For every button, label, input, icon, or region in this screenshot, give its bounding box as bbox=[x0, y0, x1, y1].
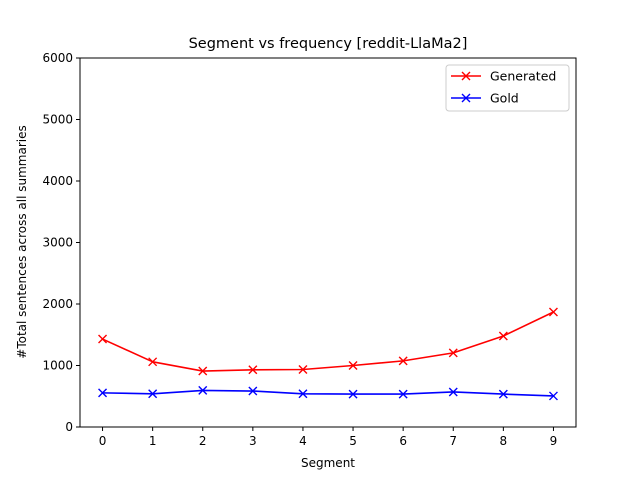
x-tick-label: 6 bbox=[399, 434, 407, 448]
y-tick-label: 1000 bbox=[42, 359, 73, 373]
data-point-gold bbox=[348, 389, 358, 399]
x-tick-label: 4 bbox=[299, 434, 307, 448]
data-point-generated bbox=[148, 357, 158, 367]
data-point-generated bbox=[398, 356, 408, 366]
data-point-generated bbox=[448, 348, 458, 358]
data-point-gold bbox=[298, 389, 308, 399]
legend-marker-gold bbox=[461, 93, 471, 103]
x-axis-ticks: 0 1 2 3 4 5 6 7 8 9 bbox=[99, 427, 558, 448]
data-point-gold bbox=[548, 391, 558, 401]
legend-label-gold: Gold bbox=[490, 91, 519, 106]
data-point-generated bbox=[298, 365, 308, 374]
data-point-generated bbox=[498, 331, 508, 341]
x-tick-label: 7 bbox=[449, 434, 457, 448]
data-point-generated bbox=[98, 334, 108, 344]
y-tick-label: 2000 bbox=[42, 297, 73, 311]
x-tick-label: 2 bbox=[199, 434, 207, 448]
y-tick-label: 0 bbox=[65, 420, 73, 434]
y-tick-label: 4000 bbox=[42, 174, 73, 188]
legend: Generated Gold bbox=[445, 64, 570, 112]
data-point-generated bbox=[548, 307, 558, 317]
data-point-gold bbox=[198, 385, 208, 395]
x-tick-label: 8 bbox=[500, 434, 508, 448]
data-point-generated bbox=[348, 361, 358, 370]
legend-label-generated: Generated bbox=[490, 69, 556, 84]
data-point-generated bbox=[198, 366, 208, 376]
legend-marker-generated bbox=[461, 71, 471, 81]
data-point-gold bbox=[98, 388, 108, 398]
y-axis-label: #Total sentences across all summaries bbox=[15, 125, 29, 358]
y-axis-ticks: 0 1000 2000 3000 4000 5000 6000 bbox=[42, 51, 80, 434]
data-point-generated bbox=[248, 365, 258, 375]
x-tick-label: 3 bbox=[249, 434, 257, 448]
legend-items: Generated Gold bbox=[451, 69, 556, 106]
y-tick-label: 6000 bbox=[42, 51, 73, 65]
x-tick-label: 5 bbox=[349, 434, 357, 448]
data-point-gold bbox=[148, 389, 158, 399]
data-point-gold bbox=[398, 389, 408, 399]
data-point-gold bbox=[498, 389, 508, 399]
x-tick-label: 0 bbox=[99, 434, 107, 448]
x-tick-label: 9 bbox=[550, 434, 558, 448]
data-point-gold bbox=[448, 387, 458, 397]
series-line-gold bbox=[102, 389, 554, 397]
chart-title: Segment vs frequency [reddit-LlaMa2] bbox=[189, 36, 468, 52]
x-axis-label: Segment bbox=[301, 456, 355, 470]
series-layer bbox=[98, 307, 558, 401]
data-point-gold bbox=[248, 386, 258, 396]
series-line-generated bbox=[102, 311, 554, 372]
y-tick-label: 5000 bbox=[42, 113, 73, 127]
x-tick-label: 1 bbox=[149, 434, 157, 448]
y-tick-label: 3000 bbox=[42, 236, 73, 250]
